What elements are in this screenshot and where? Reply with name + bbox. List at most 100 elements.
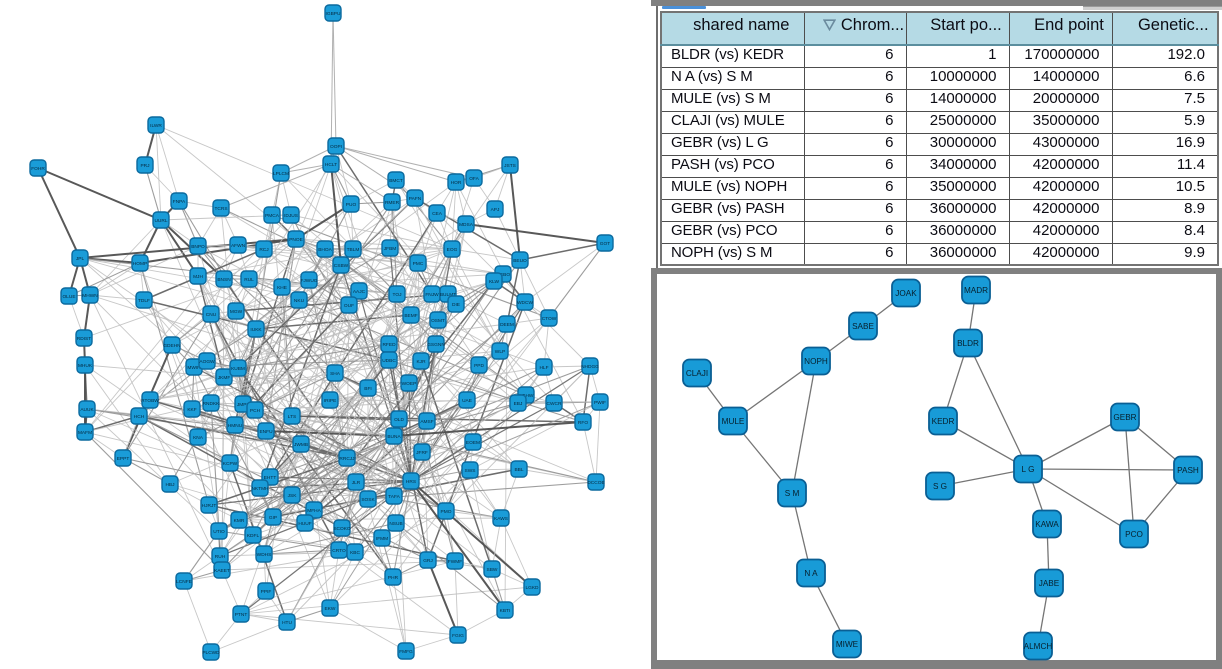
svg-text:MAFM: MAFM (78, 430, 92, 436)
svg-text:BULMT: BULMT (440, 292, 456, 298)
svg-text:KHE: KHE (277, 285, 287, 291)
svg-text:LTS: LTS (288, 414, 296, 420)
svg-text:PCO: PCO (1125, 530, 1143, 539)
svg-text:DEEM: DEEM (500, 322, 514, 328)
svg-text:MFHA: MFHA (307, 508, 321, 514)
svg-text:KNA: KNA (193, 435, 204, 441)
svg-text:JSK: JSK (288, 493, 298, 499)
svg-text:TOJ: TOJ (393, 292, 403, 298)
svg-text:KDFL: KDFL (247, 533, 260, 539)
svg-text:SBW: SBW (487, 567, 498, 573)
svg-text:JABE: JABE (1039, 579, 1060, 588)
svg-text:FOHR: FOHR (31, 166, 45, 172)
svg-text:NKTMH: NKTMH (251, 486, 269, 492)
svg-text:KJR: KJR (416, 359, 426, 365)
svg-text:KGHW: KGHW (519, 393, 534, 399)
svg-text:AFWN: AFWN (231, 243, 246, 249)
svg-text:KLW: KLW (489, 279, 500, 285)
svg-text:FMFG: FMFG (399, 649, 413, 655)
svg-text:NOPH: NOPH (804, 357, 828, 366)
svg-text:FNJW: FNJW (425, 292, 439, 298)
svg-text:DIE: DIE (452, 302, 460, 308)
svg-text:CNU: CNU (206, 312, 217, 318)
svg-text:BEMF: BEMF (404, 313, 417, 319)
svg-text:MADR: MADR (964, 286, 988, 295)
svg-text:SHA: SHA (330, 371, 341, 377)
svg-text:PRJ: PRJ (140, 163, 150, 169)
svg-text:NSUB: NSUB (389, 521, 402, 527)
svg-text:MGW: MGW (230, 309, 243, 315)
svg-text:CWCR: CWCR (547, 401, 562, 407)
svg-text:KBTI: KBTI (500, 608, 511, 614)
svg-text:SABE: SABE (852, 322, 874, 331)
svg-text:LPLCM: LPLCM (273, 171, 289, 177)
svg-text:LCNFE: LCNFE (176, 579, 192, 585)
svg-text:TDLF: TDLF (138, 298, 150, 304)
svg-text:KKF: KKF (187, 407, 196, 413)
svg-text:IUKK: IUKK (250, 327, 262, 333)
svg-text:RCJ: RCJ (259, 247, 269, 253)
svg-text:S M: S M (785, 489, 800, 498)
svg-text:UAE: UAE (462, 398, 472, 404)
svg-text:AMSF: AMSF (420, 419, 433, 425)
svg-text:TAFA: TAFA (388, 494, 400, 500)
svg-text:BNSN: BNSN (217, 277, 231, 283)
svg-text:PTNT: PTNT (235, 612, 248, 618)
svg-text:KEDR: KEDR (932, 417, 955, 426)
svg-text:EOG: EOG (447, 247, 458, 253)
svg-text:GIP: GIP (269, 515, 277, 521)
svg-text:TCRS: TCRS (214, 206, 227, 212)
svg-text:HLF: HLF (539, 365, 548, 371)
svg-text:OUF: OUF (344, 303, 354, 309)
svg-text:JFRF: JFRF (416, 450, 428, 456)
svg-text:SCOKO: SCOKO (333, 526, 351, 532)
svg-text:CTOW: CTOW (542, 316, 557, 322)
svg-text:MJH: MJH (193, 274, 203, 280)
svg-text:JWMB: JWMB (294, 442, 308, 448)
svg-text:KAEET: KAEET (214, 568, 230, 574)
svg-text:PMO: PMO (441, 509, 452, 515)
svg-text:IFMM: IFMM (376, 536, 388, 542)
svg-text:AUUK: AUUK (80, 407, 94, 413)
svg-text:CEA: CEA (432, 211, 443, 217)
svg-text:KMR: KMR (234, 518, 245, 524)
svg-text:HUUF: HUUF (298, 521, 311, 527)
svg-text:IRIPE: IRIPE (324, 398, 337, 404)
svg-text:RFO: RFO (578, 420, 588, 426)
svg-text:KAWS: KAWS (494, 516, 508, 522)
svg-text:BBL: BBL (514, 467, 523, 473)
svg-text:FWMF: FWMF (448, 559, 462, 565)
svg-text:MULE: MULE (722, 417, 745, 426)
svg-text:UURL: UURL (154, 218, 167, 224)
svg-text:MIWE: MIWE (836, 640, 859, 649)
svg-text:ALMCH: ALMCH (1024, 642, 1053, 651)
svg-text:HRS: HRS (406, 479, 416, 485)
svg-text:FGIG: FGIG (452, 633, 464, 639)
svg-text:HOMP: HOMP (133, 261, 147, 267)
svg-text:PASH: PASH (1177, 466, 1199, 475)
svg-text:WOEP: WOEP (402, 381, 417, 387)
svg-text:PLCWD: PLCWD (202, 650, 220, 656)
svg-text:BLDR: BLDR (957, 339, 979, 348)
svg-text:BMCT: BMCT (389, 178, 403, 184)
svg-text:HJRJT: HJRJT (202, 503, 217, 509)
svg-text:OSMT: OSMT (431, 318, 445, 324)
svg-text:PPD: PPD (474, 363, 484, 369)
svg-text:JPL: JPL (76, 256, 85, 262)
svg-text:EPPT: EPPT (117, 456, 130, 462)
svg-text:GOT: GOT (600, 241, 610, 247)
svg-text:EHTT: EHTT (264, 475, 277, 481)
svg-text:BHOA: BHOA (318, 247, 332, 253)
svg-text:PAFN: PAFN (409, 196, 422, 202)
svg-text:IDJUS: IDJUS (284, 213, 298, 219)
svg-text:N A: N A (804, 569, 818, 578)
svg-text:HOR: HOR (451, 180, 462, 186)
svg-text:BNPO: BNPO (191, 244, 205, 250)
svg-text:AOGW: AOGW (199, 359, 215, 365)
svg-text:RNDKK: RNDKK (203, 401, 221, 407)
svg-text:ENFU: ENFU (259, 429, 273, 435)
svg-text:KAWA: KAWA (1035, 520, 1059, 529)
svg-text:FJWUG: FJWUG (300, 278, 317, 284)
svg-text:MWIR: MWIR (187, 365, 201, 371)
svg-text:SWS: SWS (465, 468, 476, 474)
